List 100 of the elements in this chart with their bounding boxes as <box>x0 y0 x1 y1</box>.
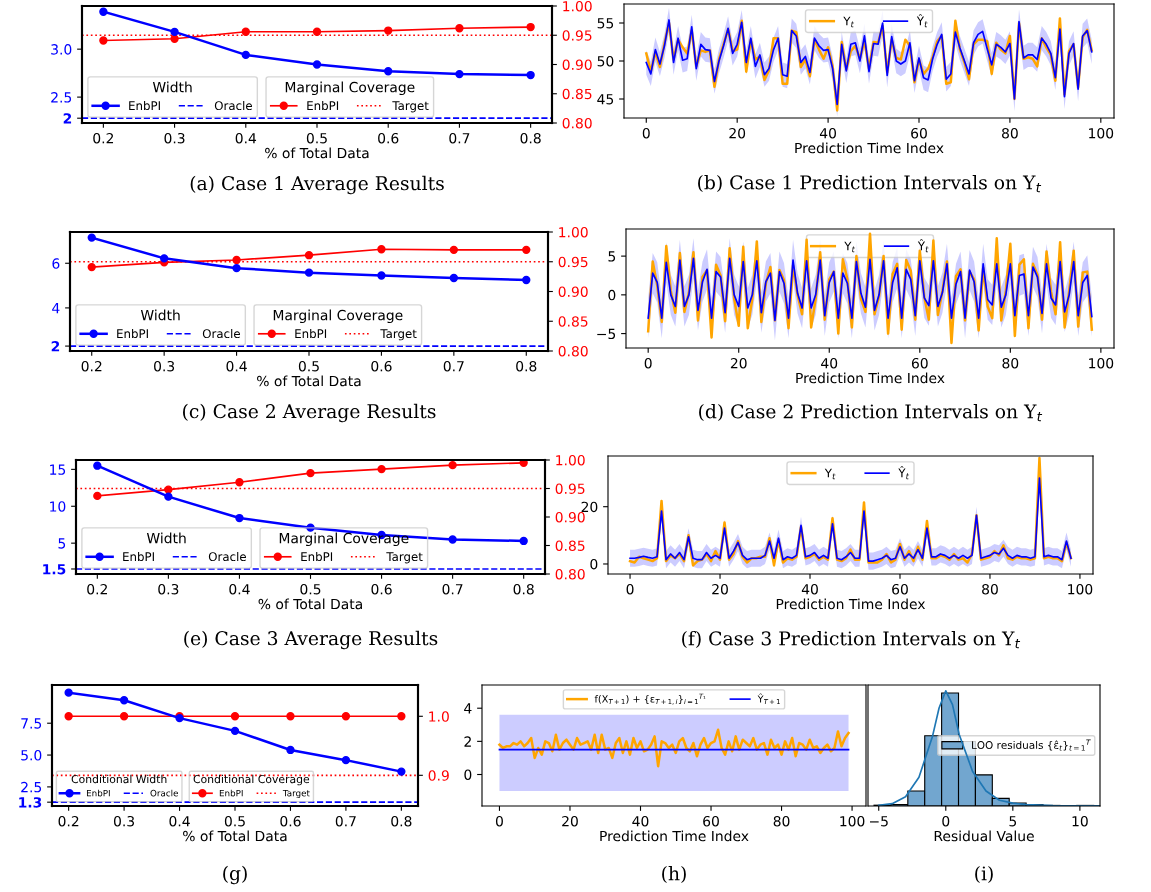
text: (c) Case 2 Average Results <box>183 403 436 423</box>
y2-tick-label: 0.90 <box>558 286 588 297</box>
legend-label: EnbPI <box>219 789 243 797</box>
x-tick-label: 0.4 <box>229 583 250 595</box>
x-tick-label: −5 <box>869 816 888 827</box>
x-tick-label: 0.3 <box>113 815 135 827</box>
text: Conditional Coverage <box>193 774 310 786</box>
x-tick-label: 40 <box>821 357 838 369</box>
text: Width <box>146 532 186 544</box>
x-tick-label: 0.8 <box>520 132 541 144</box>
x-tick-label: 0.5 <box>300 583 321 595</box>
legend-label: Target <box>380 329 417 341</box>
y-tick-label: 4 <box>464 703 472 714</box>
legend-label: LOO residuals {ε̂$_{t}$}$_{t=1}$$^{T}$ <box>972 739 1091 751</box>
y-tick-label: 2 <box>464 736 471 747</box>
y2-tick-label: 1.00 <box>563 0 592 12</box>
x-tick-label: 40 <box>819 127 837 139</box>
x-tick-label: 0.8 <box>516 360 537 372</box>
x-tick-label: 0.4 <box>235 132 257 144</box>
x-axis-title: Prediction Time Index <box>776 598 926 610</box>
legend-label: Oracle <box>202 328 240 339</box>
y2-tick-label: 0.95 <box>555 483 585 494</box>
x-tick-label: 0.7 <box>442 583 463 595</box>
x-tick-label: 0.8 <box>391 815 412 827</box>
x-tick-label: 0.5 <box>224 815 245 827</box>
x-tick-label: 60 <box>911 357 928 369</box>
x-tick-label: 80 <box>1002 127 1018 139</box>
text: Width <box>140 309 180 321</box>
y2-tick-label: 0.80 <box>562 117 592 129</box>
x-axis-title: % of Total Data <box>258 598 362 610</box>
x-tick-label: 0 <box>644 357 652 369</box>
y-tick-label: 50 <box>597 55 614 67</box>
legend-label: EnbPI <box>123 551 154 562</box>
legend-label: EnbPI <box>129 100 160 111</box>
y-tick-label: 0 <box>464 769 472 780</box>
x-tick-label: 0.7 <box>335 815 356 827</box>
x-tick-label: 60 <box>703 815 719 827</box>
x-tick-label: 10 <box>1072 815 1088 827</box>
x-tick-label: 80 <box>982 583 998 595</box>
x-tick-label: 0.5 <box>306 132 327 144</box>
text: Width <box>152 81 192 93</box>
y-tick-label: 45 <box>597 94 614 105</box>
y-tick-label: 2 <box>51 341 60 352</box>
x-tick-label: 0 <box>495 815 503 827</box>
y2-tick-label: 0.80 <box>558 345 588 357</box>
x-axis-title: Prediction Time Index <box>796 372 945 384</box>
legend-label: Ŷ$_{t}$ <box>917 239 929 253</box>
x-tick-label: 0.4 <box>226 360 247 372</box>
legend-label: Target <box>392 101 429 113</box>
x-tick-label: 0.3 <box>164 132 185 144</box>
y2-tick-label: 1.00 <box>559 226 588 238</box>
text: (g) <box>223 865 247 885</box>
x-axis-title: % of Total Data <box>183 830 287 842</box>
x-tick-label: 80 <box>773 815 790 827</box>
text: (b) Case 1 Prediction Intervals on Y$_{t}$ <box>698 174 1042 193</box>
text: Marginal Coverage <box>273 309 403 324</box>
legend-label: Target <box>282 789 310 799</box>
x-tick-label: 0.2 <box>87 583 107 595</box>
legend-label: Y$_{t}$ <box>844 241 856 253</box>
legend-label: Ŷ$_{t}$ <box>898 466 910 480</box>
legend-label: Target <box>386 552 423 564</box>
text: (e) Case 3 Average Results <box>184 630 438 650</box>
legend-label: EnbPI <box>295 328 327 339</box>
y-tick-label: 0 <box>608 289 616 301</box>
x-tick-label: 0.3 <box>158 583 179 595</box>
x-tick-label: 0.7 <box>443 360 464 372</box>
x-tick-label: 0 <box>642 127 650 139</box>
x-tick-label: 60 <box>892 583 908 595</box>
y-tick-label: 7.5 <box>21 718 42 729</box>
text: (f) Case 3 Prediction Intervals on Y$_{t}$ <box>682 630 1021 649</box>
x-tick-label: 40 <box>632 815 649 827</box>
x-tick-label: 20 <box>730 357 747 369</box>
y-tick-label: 3.0 <box>51 44 72 55</box>
y2-tick-label: 1.0 <box>429 711 449 722</box>
x-tick-label: 0.6 <box>371 583 392 595</box>
y2-tick-label: 1.00 <box>556 454 585 466</box>
y2-tick-label: 0.95 <box>558 256 588 268</box>
y2-tick-label: 0.85 <box>555 540 585 551</box>
x-tick-label: 5 <box>1009 816 1017 827</box>
x-tick-label: 0.2 <box>93 132 114 144</box>
text: (d) Case 2 Prediction Intervals on Y$_{t}$ <box>699 403 1043 422</box>
text: Marginal Coverage <box>279 532 409 547</box>
legend-label: Ŷ$_{T+1}$ <box>757 693 780 705</box>
y-tick-label: 10 <box>50 501 66 512</box>
y-tick-label: 5.0 <box>21 750 42 761</box>
y2-tick-label: 0.90 <box>562 59 592 70</box>
x-tick-label: 0.7 <box>449 132 470 144</box>
y-tick-label: 2.5 <box>21 781 42 793</box>
x-tick-label: 20 <box>729 127 746 139</box>
y-tick-label: 1.5 <box>43 564 66 575</box>
x-tick-label: 0.6 <box>371 360 392 372</box>
y2-tick-label: 0.9 <box>428 770 449 781</box>
x-tick-label: 100 <box>1089 357 1114 369</box>
y-tick-label: 15 <box>50 464 66 475</box>
y-tick-label: 0 <box>590 558 598 570</box>
text: (a) Case 1 Average Results <box>190 175 444 195</box>
y2-tick-label: 0.80 <box>555 568 585 580</box>
x-axis-title: % of Total Data <box>265 147 369 159</box>
x-tick-label: 0.6 <box>378 132 399 144</box>
x-tick-label: 0.6 <box>280 815 301 827</box>
